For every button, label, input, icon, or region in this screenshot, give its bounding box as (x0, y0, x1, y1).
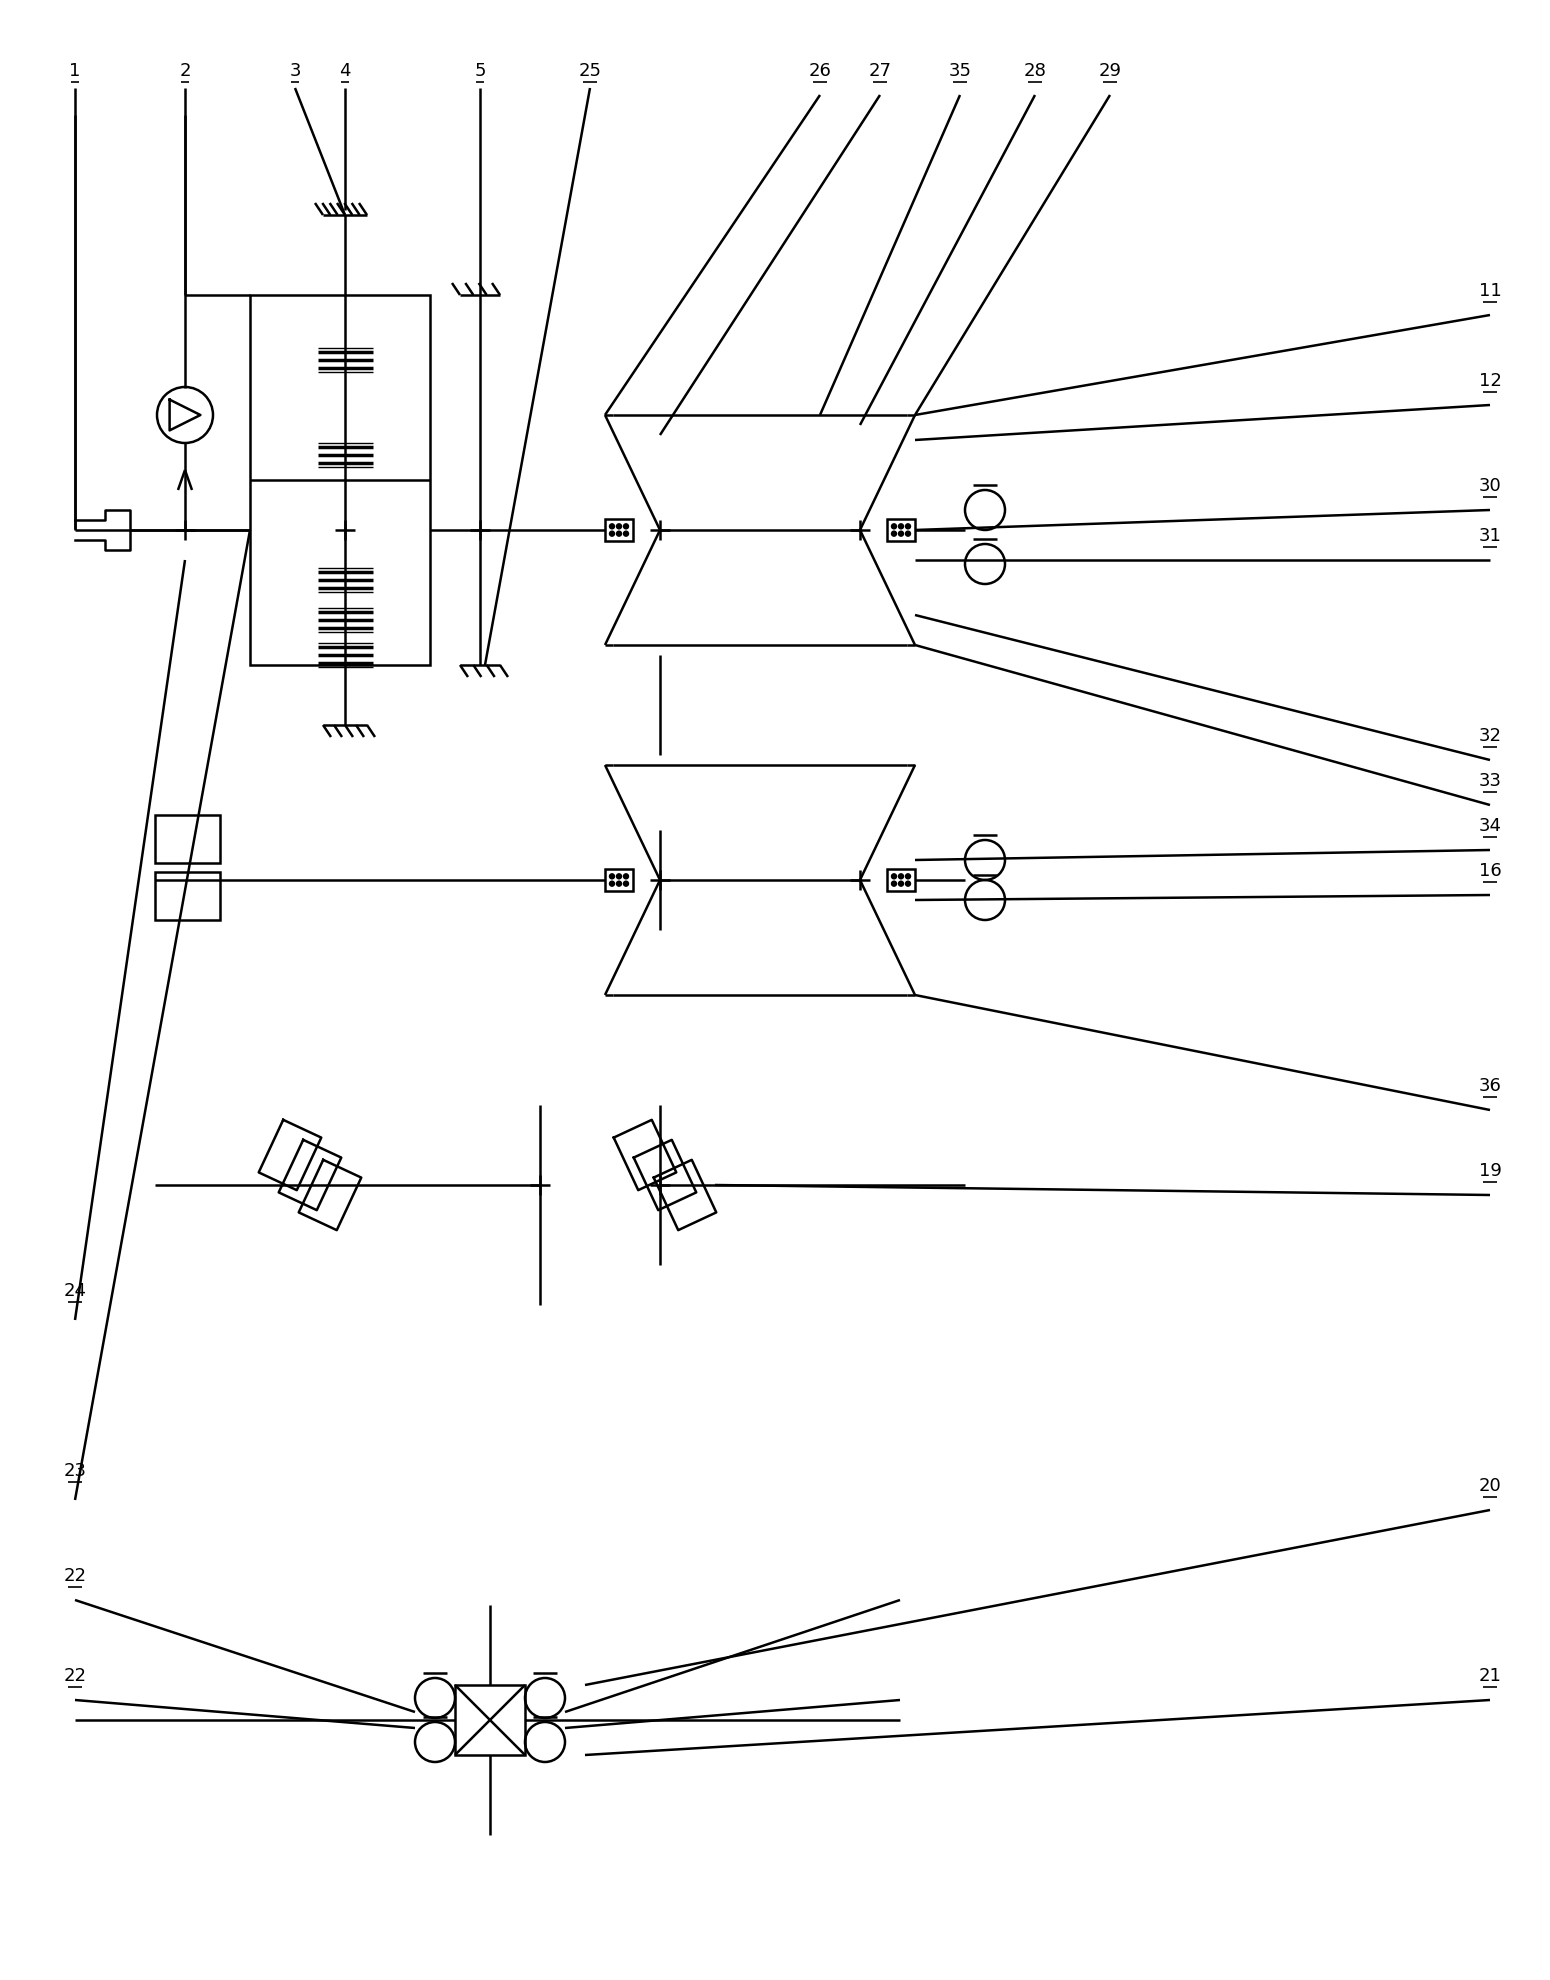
Circle shape (891, 531, 896, 537)
Circle shape (617, 873, 622, 879)
Text: 26: 26 (809, 61, 831, 79)
Bar (887, 869, 914, 891)
Circle shape (899, 881, 904, 887)
Text: 29: 29 (1099, 61, 1122, 79)
Text: 31: 31 (1479, 527, 1502, 545)
Circle shape (609, 531, 614, 537)
Text: 12: 12 (1479, 372, 1502, 390)
Text: 19: 19 (1479, 1162, 1502, 1180)
Circle shape (609, 881, 614, 887)
Circle shape (899, 873, 904, 879)
Bar (604, 869, 632, 891)
Text: 11: 11 (1479, 281, 1502, 301)
Text: 23: 23 (64, 1461, 87, 1479)
Bar (887, 519, 914, 541)
Circle shape (609, 525, 614, 529)
Circle shape (905, 881, 910, 887)
Circle shape (623, 881, 628, 887)
Circle shape (899, 525, 904, 529)
Circle shape (623, 873, 628, 879)
Text: 25: 25 (578, 61, 601, 79)
Text: 4: 4 (339, 61, 350, 79)
Bar (604, 519, 632, 541)
Text: 20: 20 (1479, 1477, 1502, 1495)
Text: 3: 3 (290, 61, 301, 79)
Bar (155, 816, 220, 863)
Text: 34: 34 (1479, 818, 1502, 836)
Text: 22: 22 (64, 1667, 87, 1685)
Bar (456, 1685, 525, 1754)
Circle shape (905, 525, 910, 529)
Circle shape (891, 873, 896, 879)
Circle shape (609, 873, 614, 879)
Bar (250, 295, 429, 665)
Circle shape (617, 525, 622, 529)
Text: 16: 16 (1479, 861, 1502, 879)
Circle shape (891, 525, 896, 529)
Text: 21: 21 (1479, 1667, 1502, 1685)
Text: 2: 2 (180, 61, 191, 79)
Text: 28: 28 (1023, 61, 1046, 79)
Text: 32: 32 (1479, 727, 1502, 744)
Circle shape (623, 531, 628, 537)
Circle shape (617, 881, 622, 887)
Text: 27: 27 (868, 61, 891, 79)
Text: 5: 5 (474, 61, 485, 79)
Circle shape (617, 531, 622, 537)
Text: 36: 36 (1479, 1077, 1502, 1095)
Circle shape (905, 531, 910, 537)
Circle shape (891, 881, 896, 887)
Text: 24: 24 (64, 1281, 87, 1301)
Circle shape (905, 873, 910, 879)
Text: 22: 22 (64, 1566, 87, 1586)
Text: 33: 33 (1479, 772, 1502, 790)
Text: 35: 35 (949, 61, 972, 79)
Text: 30: 30 (1479, 477, 1502, 495)
Circle shape (623, 525, 628, 529)
Text: 1: 1 (70, 61, 81, 79)
Circle shape (899, 531, 904, 537)
Bar (155, 871, 220, 921)
